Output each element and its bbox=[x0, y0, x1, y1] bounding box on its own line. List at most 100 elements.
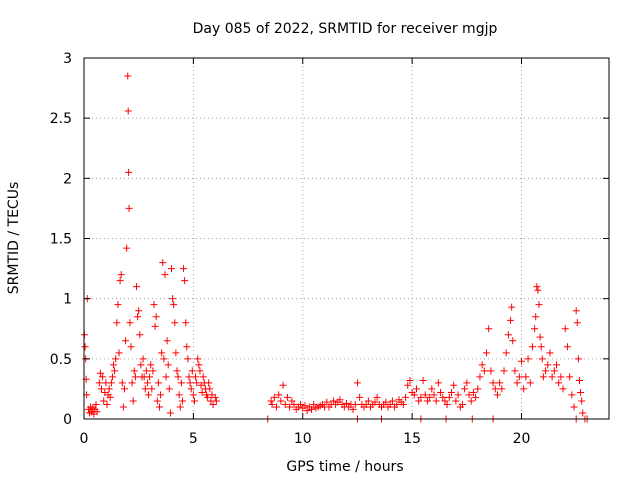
data-point bbox=[195, 361, 203, 369]
data-point bbox=[118, 379, 126, 387]
data-point bbox=[458, 401, 466, 409]
grid-lines bbox=[84, 58, 609, 419]
data-point bbox=[184, 355, 192, 363]
data-point bbox=[483, 349, 490, 357]
data-point bbox=[149, 367, 157, 375]
data-point bbox=[434, 379, 442, 387]
data-point bbox=[146, 373, 154, 381]
data-point bbox=[127, 343, 135, 351]
data-point bbox=[528, 343, 536, 351]
y-tick-label: 0 bbox=[63, 412, 72, 428]
data-point bbox=[448, 389, 455, 397]
data-point bbox=[487, 367, 495, 375]
data-point bbox=[165, 385, 173, 393]
data-point bbox=[308, 405, 315, 413]
data-point bbox=[303, 407, 311, 415]
data-point bbox=[171, 319, 179, 327]
data-point bbox=[542, 367, 550, 375]
data-point bbox=[441, 397, 449, 405]
data-point bbox=[173, 367, 181, 375]
data-point bbox=[192, 373, 200, 381]
data-point bbox=[205, 379, 213, 387]
data-point bbox=[476, 373, 484, 381]
data-point bbox=[463, 379, 471, 387]
data-point bbox=[189, 391, 197, 399]
data-point bbox=[123, 244, 131, 252]
data-point bbox=[544, 361, 552, 369]
data-point bbox=[336, 396, 344, 404]
data-point bbox=[310, 401, 318, 409]
data-point bbox=[537, 343, 545, 351]
data-point bbox=[509, 337, 517, 345]
y-tick-label: 2 bbox=[63, 171, 72, 187]
data-point bbox=[152, 313, 160, 321]
data-point bbox=[572, 307, 580, 315]
data-point bbox=[474, 385, 482, 393]
data-point bbox=[351, 401, 359, 409]
data-point bbox=[174, 373, 182, 381]
data-point bbox=[120, 385, 128, 393]
data-point bbox=[194, 355, 202, 363]
data-point bbox=[160, 355, 168, 363]
data-point bbox=[445, 393, 453, 401]
data-point bbox=[125, 204, 133, 212]
data-point bbox=[93, 408, 101, 416]
data-point bbox=[573, 319, 581, 327]
data-point bbox=[142, 367, 150, 375]
data-point bbox=[113, 319, 121, 327]
data-point bbox=[135, 307, 143, 315]
data-point bbox=[151, 322, 159, 330]
data-point bbox=[110, 361, 118, 369]
y-tick-label: 2.5 bbox=[50, 111, 72, 127]
data-point bbox=[538, 355, 546, 363]
data-point bbox=[148, 385, 156, 393]
data-point bbox=[130, 367, 138, 375]
data-point bbox=[275, 391, 283, 399]
data-point bbox=[204, 393, 212, 401]
data-point bbox=[500, 367, 508, 375]
data-point bbox=[155, 403, 163, 411]
data-point bbox=[209, 401, 217, 409]
data-point bbox=[450, 381, 458, 389]
data-point bbox=[99, 373, 107, 381]
data-point bbox=[413, 385, 420, 393]
data-point bbox=[188, 367, 196, 375]
y-tick-label: 0.5 bbox=[50, 352, 72, 368]
data-point bbox=[157, 391, 165, 399]
data-point bbox=[100, 397, 108, 405]
data-point bbox=[206, 385, 214, 393]
data-point bbox=[116, 277, 124, 285]
data-point bbox=[531, 325, 539, 333]
data-point bbox=[526, 379, 534, 387]
data-point bbox=[507, 316, 515, 324]
data-point bbox=[129, 397, 137, 405]
data-point bbox=[281, 401, 289, 409]
data-point bbox=[399, 401, 407, 409]
data-point bbox=[277, 397, 285, 405]
data-point bbox=[364, 397, 372, 405]
data-point bbox=[323, 398, 331, 406]
data-point bbox=[452, 397, 460, 405]
data-point bbox=[190, 397, 198, 405]
y-tick-label: 1 bbox=[63, 292, 72, 308]
data-point bbox=[92, 401, 100, 409]
data-point bbox=[112, 355, 120, 363]
data-point bbox=[288, 397, 296, 405]
x-axis-label: GPS time / hours bbox=[286, 459, 403, 475]
data-point bbox=[145, 391, 153, 399]
data-points bbox=[80, 72, 591, 423]
data-point bbox=[183, 343, 191, 351]
data-point bbox=[150, 301, 158, 309]
data-point bbox=[124, 72, 132, 80]
data-point bbox=[103, 401, 111, 409]
data-point bbox=[417, 393, 425, 401]
data-point bbox=[297, 401, 305, 409]
data-point bbox=[559, 385, 567, 393]
data-point bbox=[520, 385, 528, 393]
data-point bbox=[421, 391, 429, 399]
data-point bbox=[141, 385, 149, 393]
data-point bbox=[349, 405, 357, 413]
data-point bbox=[469, 389, 477, 397]
